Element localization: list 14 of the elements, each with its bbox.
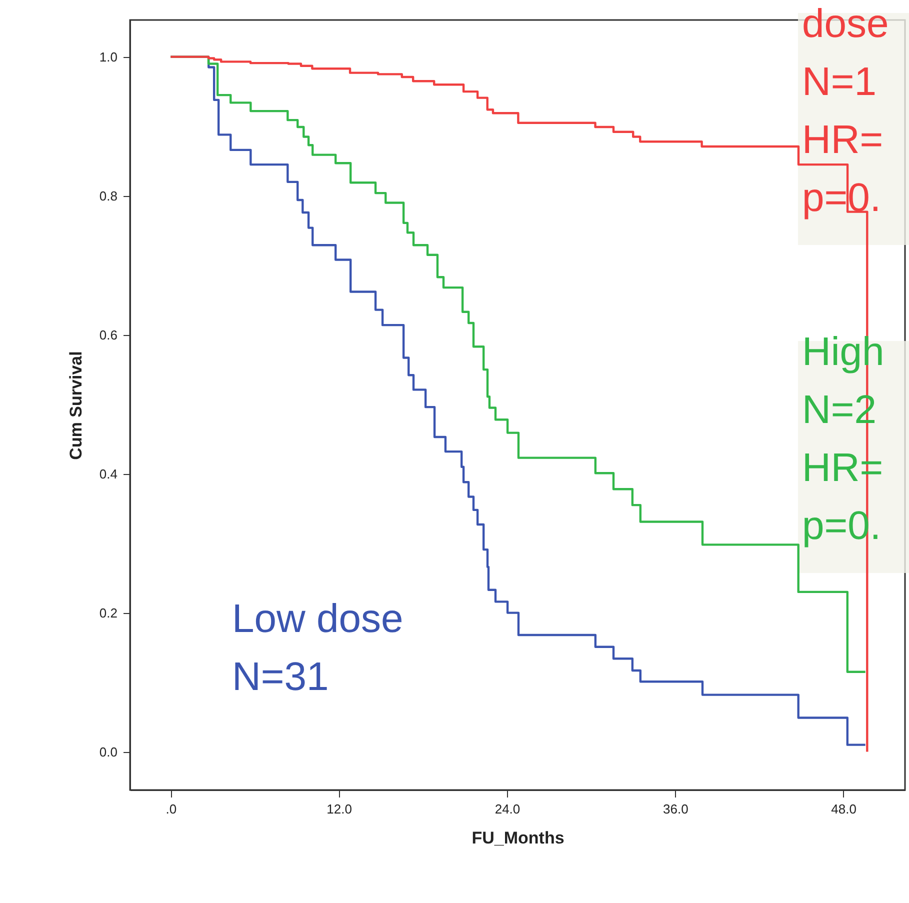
y-tick-label: 0.2	[99, 605, 118, 620]
y-tick-label: 0.6	[99, 327, 118, 342]
y-tick-label: 0.4	[99, 466, 118, 482]
x-tick-label: 36.0	[663, 802, 688, 816]
y-tick-label: 0.8	[99, 188, 118, 204]
x-tick-label: 24.0	[494, 802, 520, 816]
y-tick-label: 1.0	[99, 49, 118, 64]
x-axis-title: FU_Months	[472, 828, 564, 848]
annotation: Low dose N=31	[232, 597, 404, 699]
x-tick-label: .0	[166, 802, 177, 816]
x-tick-label: 48.0	[831, 802, 856, 816]
y-tick-label: 0.0	[99, 744, 118, 760]
y-axis-title: Cum Survival	[66, 351, 86, 460]
x-tick-label: 12.0	[326, 802, 352, 816]
